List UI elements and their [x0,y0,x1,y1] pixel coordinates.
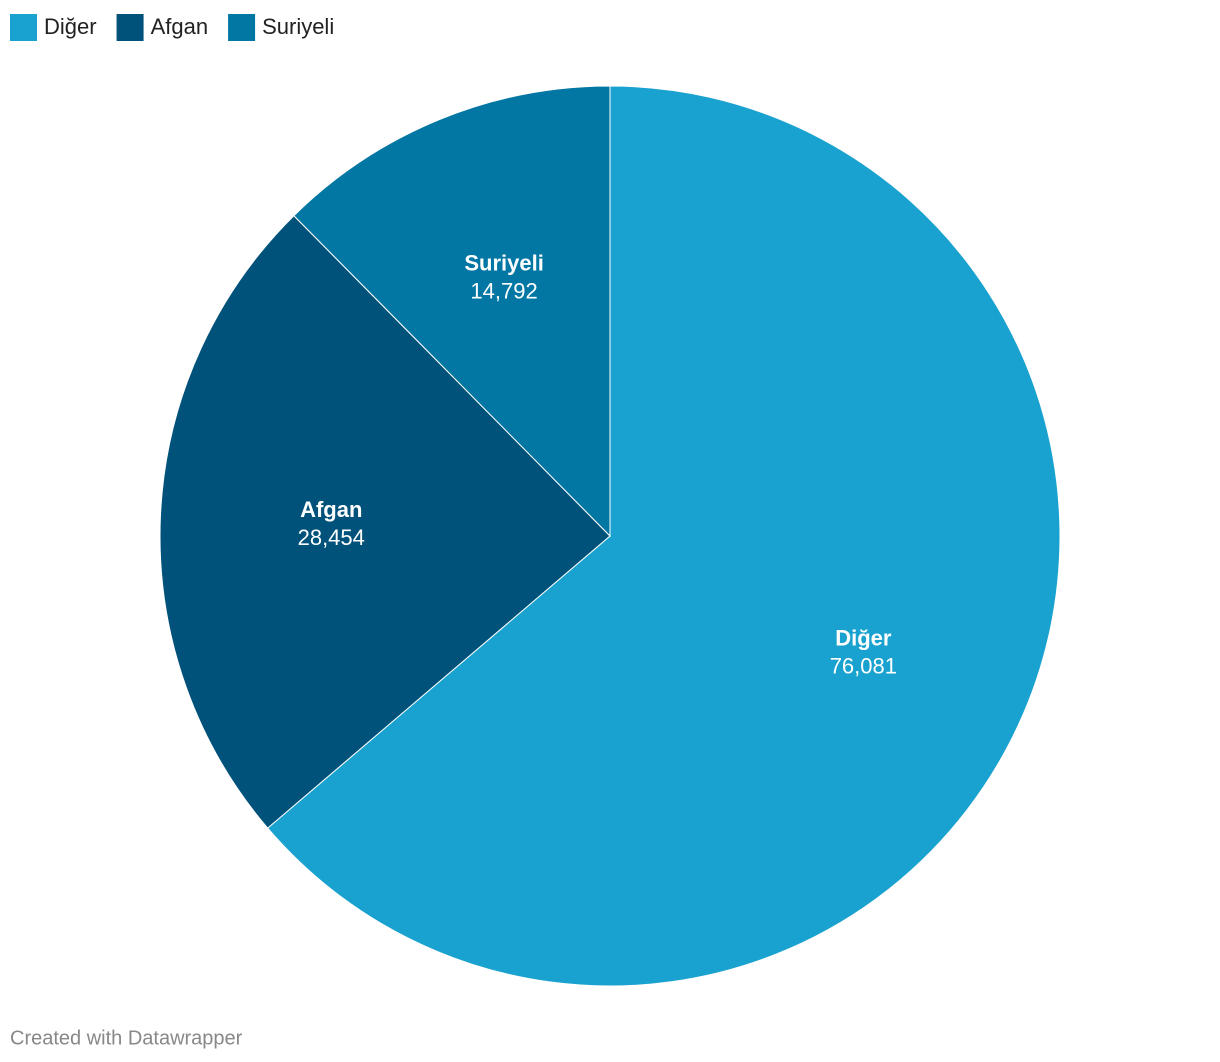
legend-swatch [10,14,37,41]
credit: Created with Datawrapper [10,1027,243,1049]
slice-value: 14,792 [470,279,537,304]
pie-slice [159,215,611,829]
legend-label: Diğer [44,14,97,39]
legend-swatch [116,14,144,41]
slice-label: Suriyeli [464,251,543,276]
slice-label: Afgan [300,497,362,522]
legend-label: Afgan [151,14,209,39]
slice-value: 76,081 [830,654,897,679]
pie-slice [293,85,611,538]
legend-swatch [228,14,256,41]
slice-label: Diğer [835,626,892,651]
legend-label: Suriyeli [262,14,334,39]
slice-value: 28,454 [298,525,365,550]
pie-slice [266,85,1061,987]
